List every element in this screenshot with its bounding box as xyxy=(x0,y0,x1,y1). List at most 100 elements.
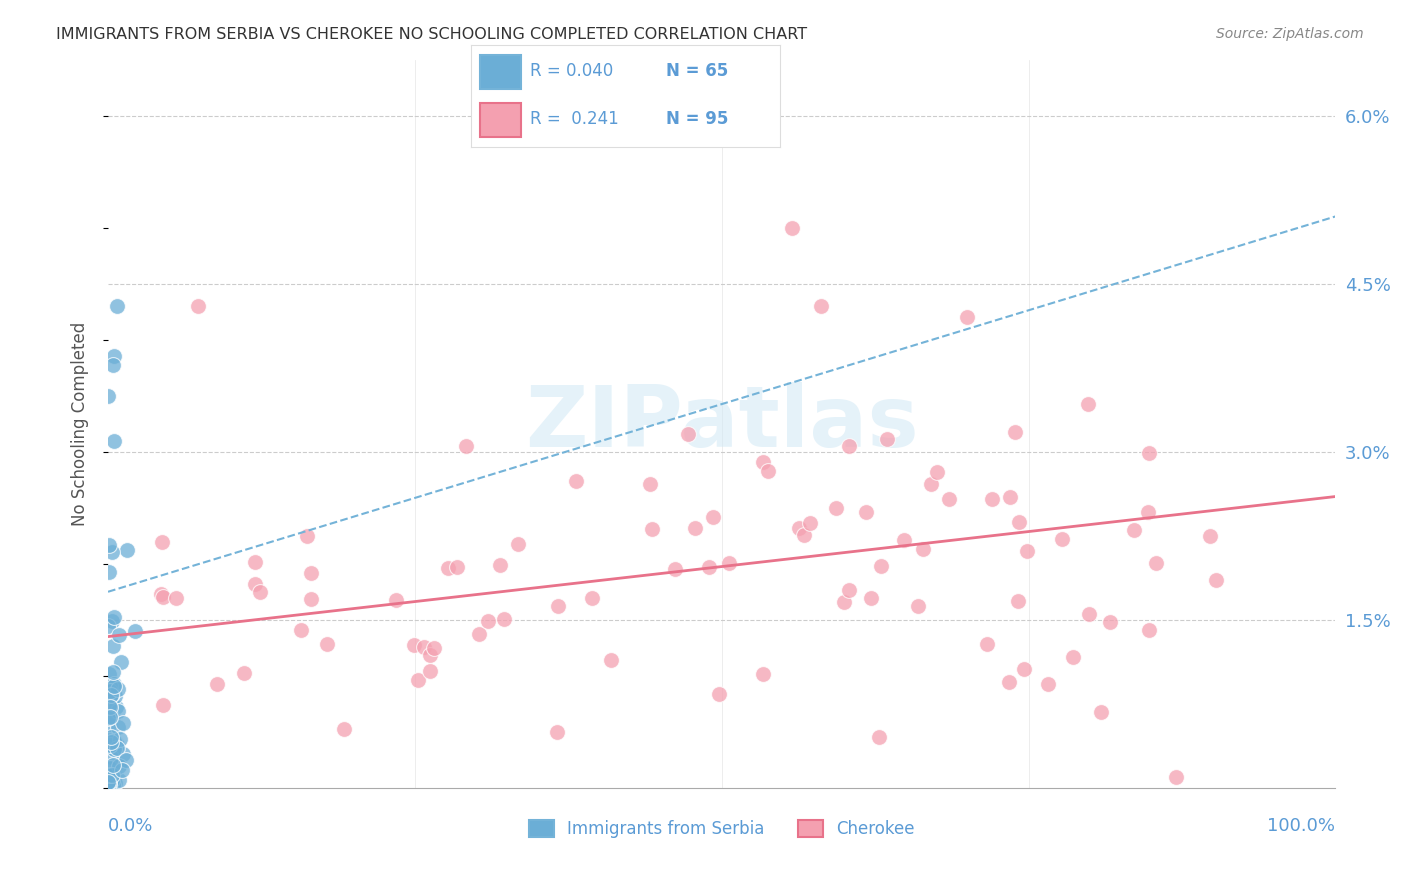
Point xyxy=(104,690,127,704)
Point xyxy=(98,775,121,789)
Point xyxy=(98,700,121,714)
Point xyxy=(103,434,125,448)
Point xyxy=(112,747,135,761)
Point xyxy=(1036,677,1059,691)
Point xyxy=(1090,706,1112,720)
Point xyxy=(105,299,128,313)
Point xyxy=(1007,594,1029,608)
Point xyxy=(547,599,569,613)
Point xyxy=(641,522,664,536)
Point xyxy=(506,537,529,551)
Point xyxy=(103,679,125,693)
Point xyxy=(489,558,512,572)
Point xyxy=(1017,544,1039,558)
Point xyxy=(97,619,120,633)
Point xyxy=(97,698,120,713)
Point xyxy=(780,220,803,235)
Point xyxy=(114,753,136,767)
Point xyxy=(152,698,174,712)
Point xyxy=(105,740,128,755)
Point xyxy=(1012,662,1035,676)
Point xyxy=(100,708,122,723)
Point xyxy=(419,648,441,662)
Text: IMMIGRANTS FROM SERBIA VS CHEROKEE NO SCHOOLING COMPLETED CORRELATION CHART: IMMIGRANTS FROM SERBIA VS CHEROKEE NO SC… xyxy=(56,27,807,42)
Point xyxy=(97,566,120,580)
Point xyxy=(101,639,124,653)
Point xyxy=(1199,529,1222,543)
Point xyxy=(1137,505,1160,519)
Point xyxy=(1123,523,1146,537)
Point xyxy=(97,740,120,755)
Point xyxy=(111,715,134,730)
Point xyxy=(870,559,893,574)
Point xyxy=(799,516,821,530)
Point xyxy=(446,560,468,574)
Point xyxy=(855,505,877,519)
Point xyxy=(100,688,122,702)
Point xyxy=(825,501,848,516)
Point xyxy=(1164,770,1187,784)
Y-axis label: No Schooling Completed: No Schooling Completed xyxy=(72,322,89,526)
Point xyxy=(103,676,125,690)
Point xyxy=(98,718,121,732)
Point xyxy=(207,677,229,691)
Point xyxy=(600,652,623,666)
Point xyxy=(295,529,318,543)
Point xyxy=(100,688,122,702)
Point xyxy=(103,742,125,756)
Point xyxy=(150,587,173,601)
Point xyxy=(103,665,125,679)
Point xyxy=(699,559,721,574)
Point xyxy=(1004,425,1026,439)
Point xyxy=(1062,650,1084,665)
Point xyxy=(454,439,477,453)
Point xyxy=(97,389,120,403)
Point xyxy=(107,758,129,772)
Point xyxy=(893,533,915,548)
Point xyxy=(565,475,588,489)
Point xyxy=(299,592,322,607)
Point xyxy=(97,775,120,789)
Point xyxy=(98,667,121,681)
Point xyxy=(927,465,949,479)
Point xyxy=(104,776,127,790)
Point xyxy=(938,491,960,506)
Point xyxy=(107,704,129,718)
Point xyxy=(404,638,426,652)
Bar xyxy=(481,103,520,137)
Point xyxy=(103,734,125,748)
Point xyxy=(678,426,700,441)
Point xyxy=(98,776,121,790)
Point xyxy=(838,438,860,452)
Point xyxy=(299,566,322,580)
Point xyxy=(100,768,122,782)
Point xyxy=(107,720,129,734)
Point xyxy=(640,476,662,491)
Point xyxy=(911,541,934,556)
Point xyxy=(688,75,710,89)
Point xyxy=(100,749,122,764)
Point xyxy=(110,656,132,670)
Point xyxy=(546,725,568,739)
Point xyxy=(664,562,686,576)
Text: 0.0%: 0.0% xyxy=(108,817,153,835)
Point xyxy=(702,510,724,524)
Point xyxy=(385,593,408,607)
Point xyxy=(124,624,146,639)
Point xyxy=(107,628,129,642)
Point xyxy=(683,521,706,535)
Bar xyxy=(481,55,520,88)
Point xyxy=(152,591,174,605)
Point xyxy=(581,591,603,606)
Point xyxy=(838,582,860,597)
Point xyxy=(810,299,832,313)
Point xyxy=(105,736,128,750)
Point xyxy=(860,591,883,605)
Point xyxy=(107,681,129,696)
Point xyxy=(115,543,138,558)
Point xyxy=(101,545,124,559)
Text: N = 95: N = 95 xyxy=(666,111,728,128)
Point xyxy=(1137,623,1160,637)
Point xyxy=(100,761,122,775)
Point xyxy=(108,772,131,787)
